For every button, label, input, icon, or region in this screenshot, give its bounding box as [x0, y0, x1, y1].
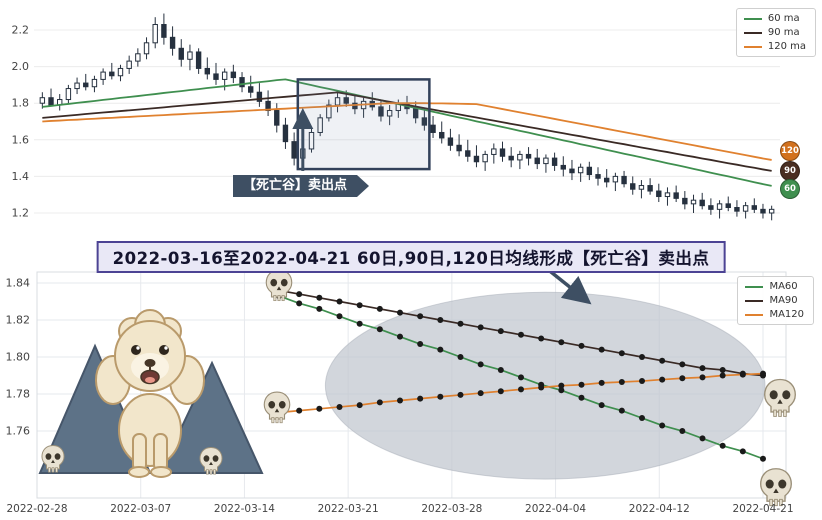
legend-line-swatch — [745, 313, 764, 316]
legend-label: 60 ma — [767, 13, 800, 24]
death-valley-sell-label: 【死亡谷】卖出点 — [233, 175, 370, 197]
legend-line-swatch — [743, 17, 762, 20]
legend-bottom: MA60 MA90 MA120 — [737, 276, 814, 325]
svg-text:1.84: 1.84 — [6, 277, 31, 290]
svg-text:2022-03-28: 2022-03-28 — [421, 503, 482, 515]
svg-text:1.80: 1.80 — [6, 351, 31, 364]
ma-badge: 120 — [780, 140, 800, 161]
legend-label: MA60 — [769, 281, 798, 292]
svg-text:2.0: 2.0 — [12, 60, 30, 73]
legend-item: 120 ma — [743, 41, 806, 52]
svg-text:1.76: 1.76 — [6, 425, 31, 438]
skull-icon — [764, 378, 796, 418]
legend-top: 60 ma 90 ma 120 ma — [735, 8, 816, 57]
legend-line-swatch — [743, 31, 762, 34]
legend-label: MA90 — [769, 295, 798, 306]
svg-text:1.82: 1.82 — [6, 314, 31, 327]
legend-item: MA60 — [745, 281, 804, 292]
svg-text:1.8: 1.8 — [12, 97, 30, 110]
legend-line-swatch — [743, 45, 762, 48]
top-candlestick-chart: 1.2 1.4 1.6 1.8 2.0 2.2 — [12, 13, 780, 221]
dog-illustration — [38, 309, 264, 478]
skull-icon — [263, 391, 291, 424]
legend-label: 120 ma — [767, 41, 806, 52]
legend-label: MA120 — [769, 309, 804, 320]
ma-badge: 60 — [780, 179, 800, 200]
svg-text:2022-04-12: 2022-04-12 — [629, 503, 690, 515]
svg-text:2022-02-28: 2022-02-28 — [6, 503, 67, 515]
svg-text:2022-04-04: 2022-04-04 — [525, 503, 586, 515]
skull-icon — [265, 269, 293, 302]
chart-title: 2022-03-16至2022-04-21 60日,90日,120日均线形成【死… — [96, 241, 726, 273]
svg-text:2022-03-14: 2022-03-14 — [214, 503, 275, 515]
poodle-dog-icon — [95, 309, 205, 478]
legend-label: 90 ma — [767, 27, 800, 38]
axis-labels: 2022-02-28 2022-03-07 2022-03-14 2022-03-21… — [6, 277, 794, 516]
legend-item: 60 ma — [743, 13, 806, 24]
legend-line-swatch — [745, 299, 764, 302]
ma-badge: 90 — [780, 160, 800, 181]
svg-text:2022-04-21: 2022-04-21 — [732, 503, 793, 515]
60ma-line — [42, 78, 772, 187]
120ma-line — [42, 102, 772, 161]
svg-text:1.4: 1.4 — [12, 170, 30, 183]
ma-lines — [42, 78, 772, 187]
ma-lines — [276, 287, 766, 462]
legend-item: 90 ma — [743, 27, 806, 38]
svg-text:2.2: 2.2 — [12, 24, 30, 37]
arrow-down-right-icon — [544, 266, 592, 305]
90ma-line — [42, 91, 772, 172]
svg-text:2022-03-21: 2022-03-21 — [318, 503, 379, 515]
legend-item: MA90 — [745, 295, 804, 306]
svg-text:1.78: 1.78 — [6, 388, 31, 401]
legend-line-swatch — [745, 285, 764, 288]
legend-item: MA120 — [745, 309, 804, 320]
bottom-ma-chart: 2022-02-28 2022-03-07 2022-03-14 2022-03-21… — [6, 266, 796, 516]
svg-text:1.2: 1.2 — [12, 207, 30, 220]
death-valley-highlight-box — [296, 78, 431, 171]
svg-text:1.6: 1.6 — [12, 133, 30, 146]
svg-text:2022-03-07: 2022-03-07 — [110, 503, 171, 515]
skull-icon — [760, 468, 792, 507]
